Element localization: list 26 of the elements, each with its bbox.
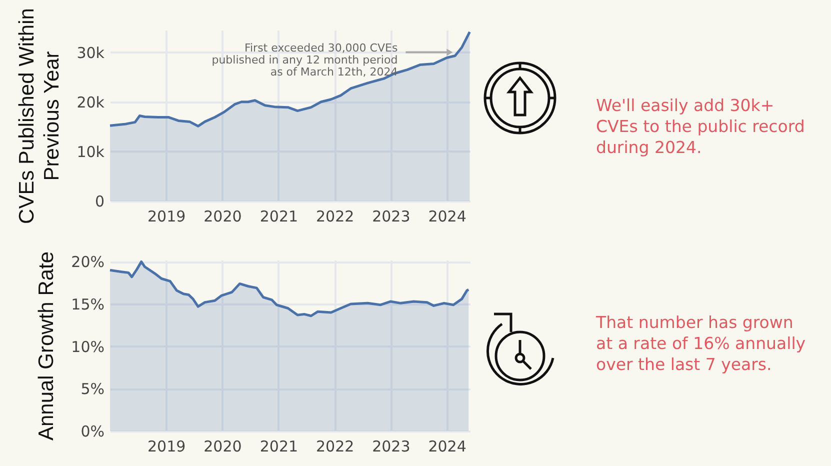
y-tick-label: 5% — [80, 380, 104, 398]
y-tick-label: 30k — [76, 44, 105, 62]
y-axis-title: Annual Growth Rate — [35, 251, 58, 441]
x-tick-label: 2020 — [204, 208, 242, 226]
y-tick-label: 10% — [71, 338, 104, 356]
y-tick-label: 15% — [71, 296, 104, 314]
y-axis-title: CVEs Published Within Previous Year — [16, 8, 64, 224]
x-tick-label: 2023 — [372, 438, 410, 456]
y-tick-label: 0 — [94, 192, 104, 210]
x-tick-label: 2024 — [428, 438, 466, 456]
y-tick-label: 20% — [71, 253, 104, 272]
y-tick-label: 20k — [76, 93, 105, 112]
annotation: First exceeded 30,000 CVEs published in any 12 month period as of March 12th, 2024 — [212, 41, 398, 78]
text: We'll easily add 30k+ CVEs to the public record during 2024. — [596, 95, 806, 158]
x-tick-label: 2023 — [372, 208, 410, 226]
x-tick-label: 2021 — [260, 208, 298, 226]
text: That number has grown at a rate of 16% annually over the last 7 years. — [596, 312, 807, 375]
x-tick-label: 2019 — [148, 438, 186, 456]
y-tick-label: 0% — [80, 422, 104, 440]
x-tick-label: 2022 — [316, 438, 354, 456]
x-tick-label: 2019 — [148, 208, 186, 226]
x-tick-label: 2020 — [204, 438, 242, 456]
x-tick-label: 2021 — [260, 438, 298, 456]
x-tick-label: 2024 — [428, 208, 466, 226]
y-tick-label: 10k — [76, 142, 105, 161]
x-tick-label: 2022 — [316, 208, 354, 226]
